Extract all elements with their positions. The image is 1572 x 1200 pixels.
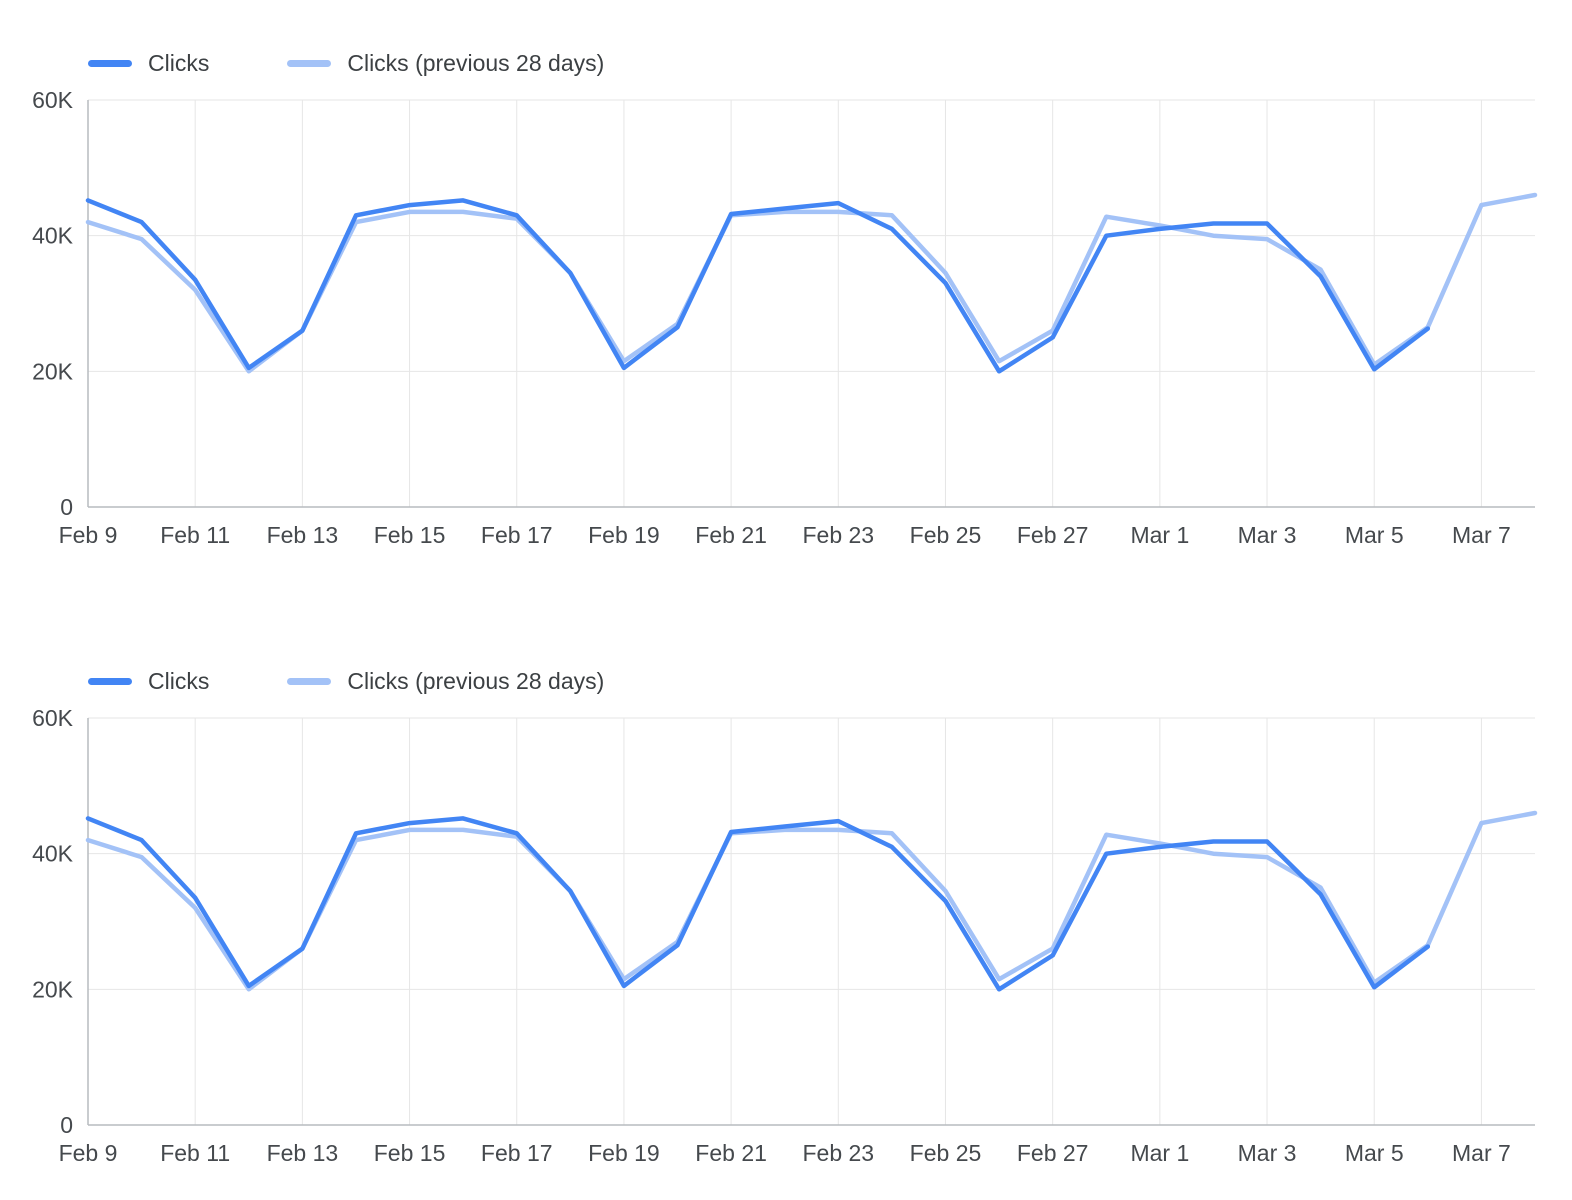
x-tick-label: Mar 1 xyxy=(1130,1140,1189,1166)
series-line-clicks xyxy=(85,816,1431,992)
y-tick-label: 0 xyxy=(60,494,73,520)
legend-label-clicks-previous: Clicks (previous 28 days) xyxy=(347,667,605,694)
x-tick-label: Mar 5 xyxy=(1345,522,1404,548)
x-tick-label: Feb 23 xyxy=(802,1140,874,1166)
line-chart-bottom: 0 20K 40K 60K Feb 9 Feb 11 Feb 13 Feb 15 Feb 17 F… xyxy=(32,705,1538,1166)
x-tick-label: Feb 13 xyxy=(267,1140,339,1166)
x-tick-label: Feb 27 xyxy=(1017,1140,1089,1166)
legend-item-clicks-previous: Clicks (previous 28 days) xyxy=(287,668,604,695)
x-tick-label: Feb 19 xyxy=(588,522,660,548)
clicks-line-swatch-icon xyxy=(88,59,132,67)
clicks-previous-line-swatch-icon xyxy=(287,59,332,67)
legend-top: Clicks Clicks (previous 28 days) xyxy=(88,46,1572,80)
clicks-chart-top: Clicks Clicks (previous 28 days) 0 20K 40K… xyxy=(0,0,1572,548)
x-tick-label: Feb 13 xyxy=(267,522,339,548)
x-tick-label: Feb 9 xyxy=(59,1140,118,1166)
y-tick-label: 0 xyxy=(60,1112,73,1138)
x-tick-label: Feb 23 xyxy=(802,522,874,548)
legend-label-clicks: Clicks xyxy=(148,49,210,76)
x-tick-label: Mar 7 xyxy=(1452,522,1511,548)
clicks-previous-line-swatch-icon xyxy=(287,677,332,685)
x-tick-label: Feb 25 xyxy=(910,522,982,548)
x-tick-label: Feb 21 xyxy=(695,1140,767,1166)
y-tick-label: 20K xyxy=(32,358,74,384)
x-tick-label: Feb 15 xyxy=(374,1140,446,1166)
y-tick-label: 60K xyxy=(32,705,74,731)
x-tick-label: Feb 11 xyxy=(160,522,230,548)
series-line-clicks-previous xyxy=(85,810,1538,992)
x-tick-label: Feb 11 xyxy=(160,1140,230,1166)
x-tick-label: Feb 17 xyxy=(481,522,553,548)
legend-bottom: Clicks Clicks (previous 28 days) xyxy=(88,664,1572,698)
x-tick-label: Feb 15 xyxy=(374,522,446,548)
y-tick-label: 40K xyxy=(32,223,74,249)
legend-item-clicks: Clicks xyxy=(88,668,209,695)
x-tick-label: Mar 3 xyxy=(1238,522,1297,548)
x-tick-label: Feb 19 xyxy=(588,1140,660,1166)
x-tick-label: Mar 1 xyxy=(1130,522,1189,548)
legend-label-clicks-previous: Clicks (previous 28 days) xyxy=(347,49,605,76)
legend-label-clicks: Clicks xyxy=(148,667,210,694)
y-tick-label: 20K xyxy=(32,976,74,1002)
x-tick-label: Feb 25 xyxy=(910,1140,982,1166)
x-tick-label: Feb 21 xyxy=(695,522,767,548)
clicks-chart-bottom: Clicks Clicks (previous 28 days) 0 20K 40K… xyxy=(0,548,1572,1166)
clicks-line-swatch-icon xyxy=(88,677,132,685)
x-tick-label: Feb 9 xyxy=(59,522,118,548)
y-tick-label: 60K xyxy=(32,87,74,113)
x-tick-label: Mar 3 xyxy=(1238,1140,1297,1166)
legend-item-clicks-previous: Clicks (previous 28 days) xyxy=(287,50,604,77)
series-line-clicks-previous xyxy=(85,192,1538,374)
x-tick-label: Feb 27 xyxy=(1017,522,1089,548)
x-tick-label: Mar 7 xyxy=(1452,1140,1511,1166)
x-tick-label: Feb 17 xyxy=(481,1140,553,1166)
line-chart-top: 0 20K 40K 60K Feb 9 Feb 11 Feb 13 Feb 15 Feb 17 F… xyxy=(32,87,1538,548)
legend-item-clicks: Clicks xyxy=(88,50,209,77)
x-tick-label: Mar 5 xyxy=(1345,1140,1404,1166)
series-line-clicks xyxy=(85,198,1431,374)
y-tick-label: 40K xyxy=(32,841,74,867)
